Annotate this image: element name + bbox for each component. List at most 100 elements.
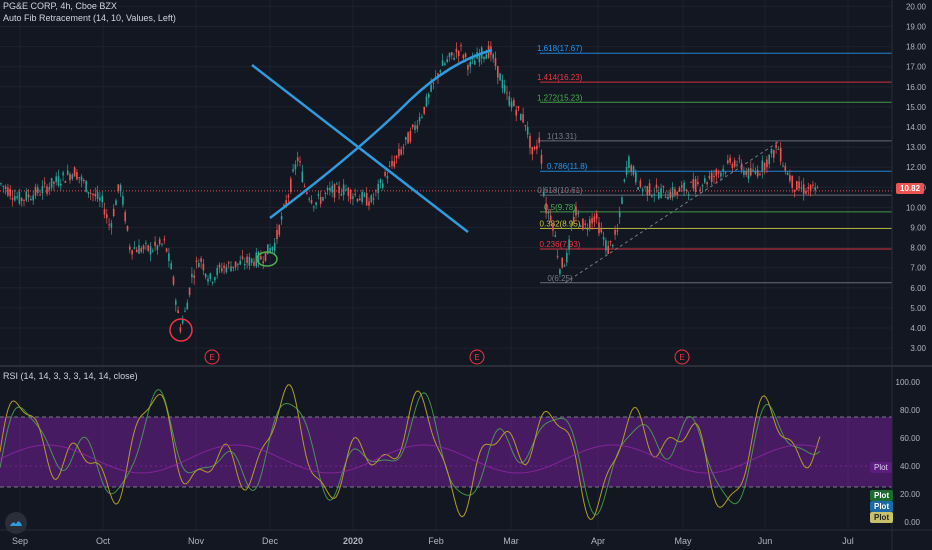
cross-line-down <box>251 64 469 233</box>
candle-body <box>685 189 688 191</box>
candle-body <box>510 101 513 108</box>
candle-body <box>175 300 177 305</box>
candle-body <box>193 275 195 278</box>
time-axis-label: Oct <box>96 536 111 546</box>
candle-body <box>388 165 391 167</box>
tradingview-logo-icon[interactable] <box>5 512 27 534</box>
user-drawings[interactable] <box>169 48 493 342</box>
candle-body <box>609 240 612 242</box>
candle-body <box>798 181 800 189</box>
candle-body <box>168 253 170 261</box>
candle-body <box>80 176 83 181</box>
candle-body <box>264 251 267 261</box>
time-axis-label: Dec <box>262 536 279 546</box>
candle-body <box>354 194 356 196</box>
price-axis-label: 17.00 <box>906 63 927 72</box>
rsi-axis-label: 80.00 <box>900 406 921 415</box>
candle-body <box>198 263 200 268</box>
candle-body <box>625 166 628 175</box>
candle-body <box>290 178 292 192</box>
price-axis-label: 16.00 <box>906 83 927 92</box>
candle-body <box>522 114 524 123</box>
candle-body <box>359 198 361 201</box>
candle-body <box>623 179 626 182</box>
candle-body <box>628 156 630 168</box>
fib-level-label: 1.414(16.23) <box>537 73 583 82</box>
candle-body <box>593 216 596 222</box>
candle-body <box>223 265 225 269</box>
candle-body <box>750 168 752 176</box>
candle-body <box>142 245 145 250</box>
candle-body <box>407 132 409 144</box>
time-axis-label: Feb <box>428 536 444 546</box>
candle-body <box>579 225 582 227</box>
candle-body <box>276 230 278 240</box>
candle-body <box>135 249 138 253</box>
candle-body <box>384 171 386 177</box>
candle-body <box>2 185 5 187</box>
candle-body <box>713 175 715 177</box>
candle-body <box>759 173 761 175</box>
candle-body <box>152 250 154 252</box>
candle-body <box>621 197 623 204</box>
candle-body <box>439 70 442 73</box>
fib-level-label: 1(13.31) <box>547 132 577 141</box>
candle-body <box>250 258 253 263</box>
candle-body <box>308 198 310 200</box>
candle-body <box>517 106 520 108</box>
candle-body <box>37 187 39 194</box>
candle-body <box>30 198 32 201</box>
candle-body <box>455 48 458 53</box>
candle-body <box>248 256 251 266</box>
price-axis-label: 19.00 <box>906 23 927 32</box>
candle-body <box>816 187 819 189</box>
candle-body <box>156 245 159 250</box>
candle-body <box>301 171 304 183</box>
rsi-title[interactable]: RSI (14, 14, 3, 3, 3, 14, 14, close) <box>3 371 138 381</box>
indicator-title[interactable]: Auto Fib Retracement (14, 10, Values, Le… <box>3 13 176 23</box>
candle-body <box>796 181 798 191</box>
candle-body <box>777 148 780 150</box>
candle-body <box>34 186 37 196</box>
candle-body <box>733 160 736 167</box>
candle-body <box>372 198 375 200</box>
candle-body <box>812 184 814 186</box>
candle-body <box>400 149 402 155</box>
candle-body <box>805 190 807 194</box>
candle-body <box>708 176 711 179</box>
candle-body <box>635 172 637 183</box>
candle-body <box>492 54 494 59</box>
candle-body <box>687 194 690 196</box>
candle-body <box>632 166 635 175</box>
candle-body <box>425 96 428 107</box>
candle-body <box>253 261 255 266</box>
candle-body <box>460 45 462 47</box>
symbol-title[interactable]: PG&E CORP, 4h, Cboe BZX <box>3 1 117 11</box>
candle-body <box>740 163 743 171</box>
candle-body <box>209 273 212 280</box>
candle-body <box>566 252 568 263</box>
candle-body <box>497 66 499 78</box>
candle-body <box>485 54 488 59</box>
candle-body <box>524 124 527 127</box>
candle-body <box>73 167 76 177</box>
candle-body <box>377 183 379 194</box>
candle-body <box>342 184 345 195</box>
candle-body <box>393 161 396 167</box>
candle-body <box>165 248 168 252</box>
candle-body <box>577 213 580 215</box>
candle-body <box>414 125 416 130</box>
candle-body <box>478 54 481 63</box>
candle-body <box>761 160 764 172</box>
candle-body <box>20 198 23 202</box>
price-axis-label: 6.00 <box>910 284 926 293</box>
candle-body <box>296 157 299 162</box>
candle-body <box>285 200 287 206</box>
earnings-marker-label: E <box>209 353 214 362</box>
candle-body <box>775 144 777 149</box>
candle-body <box>630 165 632 172</box>
candle-body <box>188 287 191 296</box>
candle-body <box>25 191 28 201</box>
candle-body <box>202 263 205 271</box>
